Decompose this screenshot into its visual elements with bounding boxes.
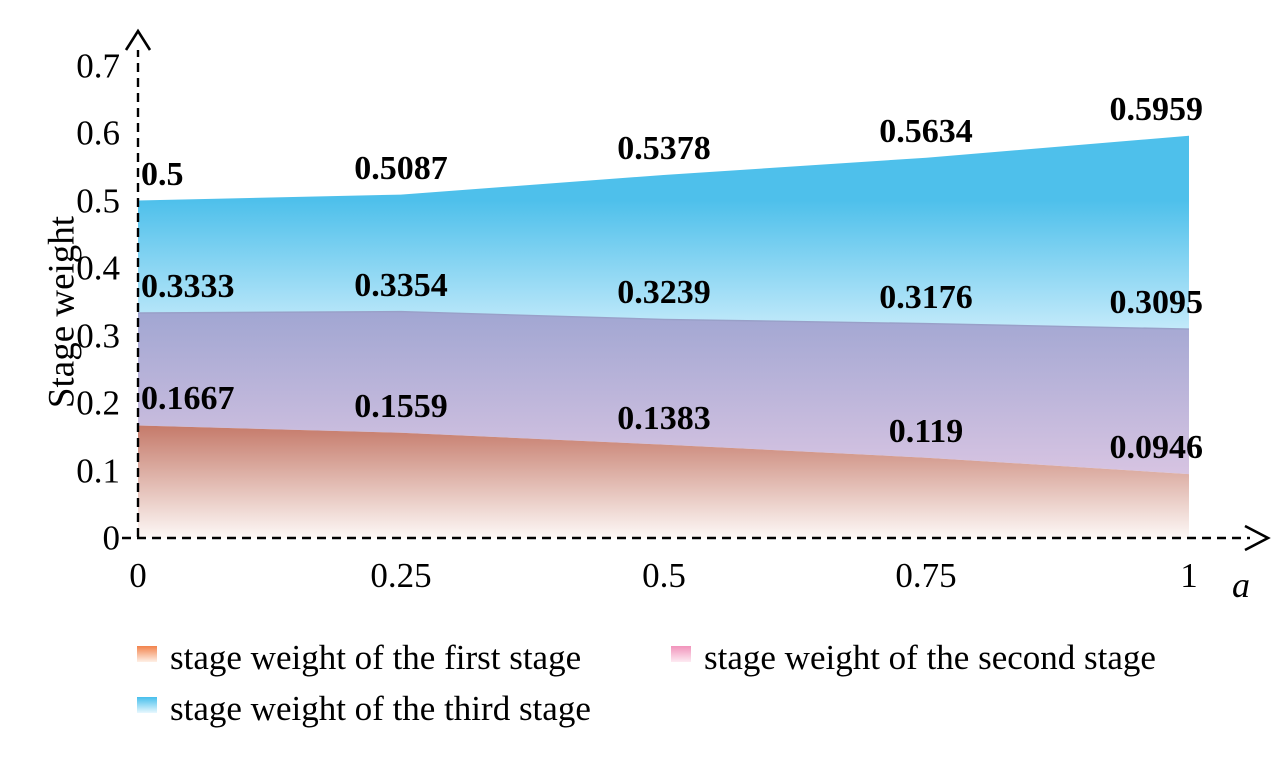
data-label-second-stage: 0.3239	[617, 274, 711, 311]
y-tick-label: 0	[102, 518, 121, 558]
data-label-first-stage: 0.1559	[354, 388, 448, 425]
y-tick-label: 0.3	[76, 316, 120, 356]
x-tick-label: 0.5	[642, 556, 686, 595]
x-axis-arrow-icon	[1244, 524, 1271, 552]
y-tick-label: 0.6	[76, 113, 120, 153]
data-label-second-stage: 0.3354	[354, 267, 448, 304]
data-label-third-stage: 0.5087	[354, 150, 448, 187]
y-tick-label: 0.2	[76, 383, 120, 423]
data-label-first-stage: 0.119	[888, 413, 964, 450]
legend-swatch-second-stage-icon	[671, 646, 691, 662]
data-label-third-stage: 0.5378	[617, 130, 711, 167]
y-tick-label: 0.1	[76, 451, 120, 491]
data-label-first-stage: 0.1667	[141, 380, 235, 417]
y-tick-label: 0.5	[76, 181, 120, 221]
y-axis-title: Stage weight	[41, 215, 83, 409]
data-label-second-stage: 0.3176	[879, 279, 973, 316]
legend-label-third-stage: stage weight of the third stage	[170, 689, 591, 728]
boundary-second-stage	[137, 310, 1190, 330]
legend-swatch-first-stage-icon	[137, 646, 157, 662]
legend-label-first-stage: stage weight of the first stage	[170, 638, 582, 677]
area-third-stage	[138, 135, 1189, 330]
data-label-third-stage: 0.5	[141, 156, 184, 193]
legend-item-first-stage: stage weight of the first stage	[137, 638, 582, 678]
data-label-third-stage: 0.5634	[879, 113, 973, 150]
x-tick-label: 0.25	[370, 556, 432, 595]
x-tick-label: 0	[129, 556, 147, 595]
legend-item-second-stage: stage weight of the second stage	[671, 638, 1156, 678]
data-label-first-stage: 0.0946	[1109, 429, 1204, 466]
data-label-second-stage: 0.3095	[1109, 284, 1204, 321]
y-tick-label: 0.4	[76, 248, 120, 288]
data-label-third-stage: 0.5959	[1109, 91, 1204, 128]
y-axis-arrow-icon	[124, 28, 152, 51]
legend-item-third-stage: stage weight of the third stage	[137, 689, 591, 729]
area-second-stage	[138, 311, 1189, 475]
legend-label-second-stage: stage weight of the second stage	[704, 638, 1156, 677]
data-label-first-stage: 0.1383	[617, 400, 711, 437]
y-tick-label: 0.7	[76, 46, 120, 86]
x-tick-label: 0.75	[895, 556, 957, 595]
x-tick-label: 1	[1180, 556, 1198, 595]
area-first-stage	[138, 425, 1189, 538]
x-axis-title: a	[1232, 565, 1250, 605]
data-label-second-stage: 0.3333	[141, 268, 235, 305]
legend-swatch-third-stage-icon	[137, 697, 157, 713]
